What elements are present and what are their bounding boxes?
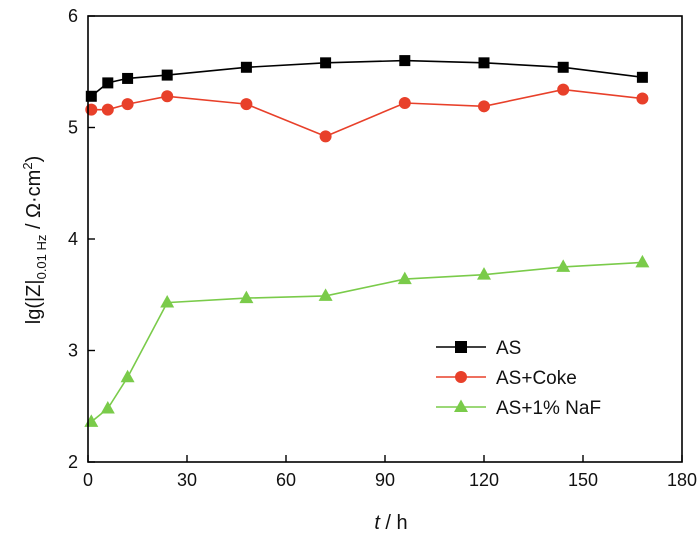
- data-point-as-naf: [239, 290, 254, 304]
- x-axis-title: t / h: [374, 512, 407, 534]
- legend-item-as-coke: AS+Coke: [436, 368, 577, 389]
- axes: [87, 15, 683, 463]
- data-point-as-coke: [161, 90, 174, 103]
- data-point-as-coke: [636, 92, 649, 105]
- data-point-as-coke: [398, 96, 411, 109]
- data-point-as-coke: [319, 130, 332, 143]
- legend-marker-as-coke: [455, 371, 467, 383]
- legend-marker-as: [455, 341, 467, 353]
- series-line-as: [90, 59, 643, 97]
- data-point-as-coke: [240, 98, 253, 111]
- data-point-as: [102, 77, 114, 89]
- x-tick-label: 180: [667, 470, 697, 490]
- data-point-as: [320, 57, 332, 69]
- x-tick-label: 60: [276, 470, 296, 490]
- x-tick-label: 30: [177, 470, 197, 490]
- plot-frame: [87, 15, 683, 463]
- legend: AS AS+Coke AS+1% NaF: [436, 338, 601, 419]
- y-tick-label: 4: [68, 229, 78, 249]
- data-point-as-naf: [120, 369, 135, 383]
- data-point-as: [399, 55, 411, 67]
- legend-label-as: AS: [496, 338, 521, 359]
- data-point-as-naf: [556, 259, 571, 272]
- x-tick-label: 120: [469, 470, 499, 490]
- x-tick-label: 0: [83, 470, 93, 490]
- data-point-as-coke: [85, 103, 98, 116]
- data-point-as: [85, 90, 97, 102]
- y-axis-title: lg(|Z|0.01 Hz / Ω·cm2): [20, 156, 49, 325]
- series-line-as-coke: [91, 88, 643, 138]
- data-point-as: [240, 61, 252, 73]
- legend-marker-as-naf: [454, 399, 468, 412]
- data-point-as: [478, 57, 490, 69]
- legend-label-as-naf: AS+1% NaF: [496, 398, 601, 419]
- y-tick-label: 5: [68, 118, 78, 138]
- data-point-as-coke: [478, 100, 490, 113]
- data-point-as-naf: [160, 295, 175, 308]
- data-point-as-coke: [121, 98, 134, 111]
- data-point-as-coke: [557, 83, 570, 96]
- y-tick-label: 3: [68, 341, 78, 361]
- x-tick-label: 150: [568, 470, 598, 490]
- data-point-as: [122, 72, 134, 84]
- x-tick-label: 90: [375, 470, 395, 490]
- data-point-as-naf: [100, 400, 115, 414]
- plot-markers: [84, 55, 650, 427]
- y-tick-label: 2: [68, 452, 78, 472]
- data-point-as: [557, 61, 569, 73]
- data-point-as-naf: [318, 288, 333, 301]
- data-point-as-naf: [477, 267, 491, 280]
- legend-item-as-naf: AS+1% NaF: [436, 398, 601, 419]
- plot-lines: [90, 59, 643, 423]
- data-point-as: [161, 69, 173, 81]
- y-tick-label: 6: [68, 6, 78, 26]
- data-point-as-naf: [635, 254, 650, 268]
- ticks: 0 30 60 90 120 150 180 2 3 4 5 6: [68, 6, 697, 490]
- legend-item-as: AS: [436, 338, 521, 359]
- data-point-as-naf: [397, 271, 412, 285]
- data-point-as-coke: [101, 103, 114, 116]
- data-point-as: [636, 71, 648, 83]
- legend-label-as-coke: AS+Coke: [496, 368, 577, 389]
- data-point-as-naf: [84, 414, 99, 427]
- series-line-as-naf: [90, 261, 643, 423]
